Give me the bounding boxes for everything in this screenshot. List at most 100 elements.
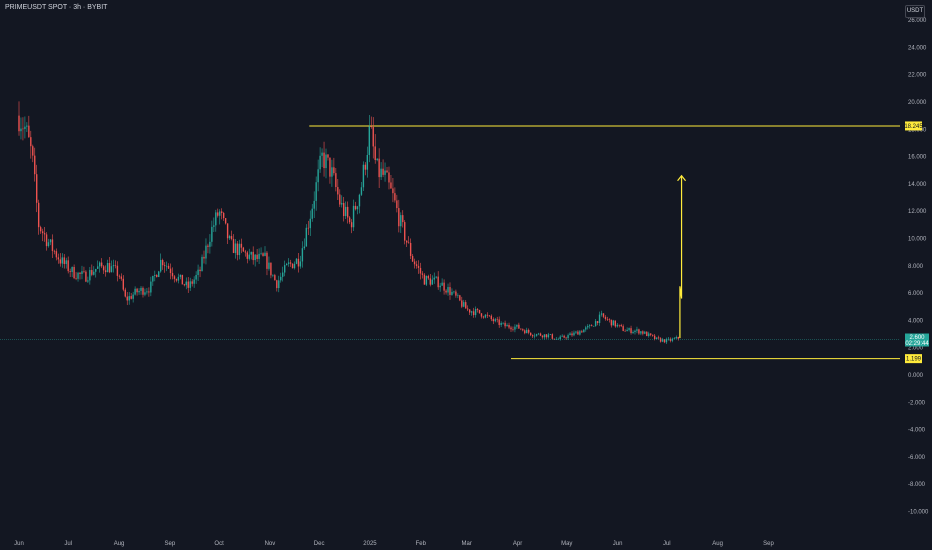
candle	[95, 268, 97, 278]
candle	[626, 327, 628, 332]
candle	[142, 286, 144, 298]
candle	[287, 258, 290, 267]
candle	[317, 159, 319, 192]
candle	[504, 320, 506, 329]
candle	[419, 262, 422, 280]
y-tick-label: 2.000	[908, 346, 924, 352]
candle	[134, 286, 136, 296]
candle	[500, 321, 502, 327]
candle	[87, 276, 89, 284]
candle	[301, 241, 304, 268]
candle	[61, 253, 63, 268]
currency-badge[interactable]: USDT	[905, 5, 925, 18]
candle	[669, 337, 672, 343]
candle	[657, 335, 660, 340]
candle	[102, 265, 105, 275]
candle	[240, 238, 243, 254]
y-tick-label: 6.000	[908, 291, 924, 297]
x-tick-label: Jun	[14, 541, 24, 547]
x-tick-label: Nov	[265, 541, 276, 547]
candle	[303, 238, 306, 250]
candle	[394, 187, 396, 203]
candle	[524, 329, 526, 335]
candle	[173, 275, 176, 283]
candle	[114, 260, 117, 269]
candle	[490, 314, 493, 322]
candle	[65, 257, 67, 269]
candle	[140, 286, 142, 295]
candle	[20, 117, 22, 140]
candle	[526, 327, 528, 334]
candle	[152, 275, 154, 286]
y-tick-label: -4.000	[908, 428, 926, 434]
candle	[112, 259, 115, 273]
candle	[213, 217, 215, 232]
candle	[106, 259, 109, 273]
candle	[217, 208, 219, 218]
candle	[126, 292, 128, 306]
candle	[221, 208, 223, 220]
candle	[398, 199, 400, 233]
x-tick-label: Sep	[165, 541, 176, 547]
candle	[191, 279, 193, 287]
candle	[429, 274, 432, 287]
candle	[197, 264, 199, 281]
candle	[594, 318, 597, 327]
candle	[154, 270, 156, 282]
candle-series	[18, 101, 679, 344]
candle	[541, 335, 544, 339]
x-tick-label: Mar	[462, 541, 472, 547]
candle	[55, 248, 58, 261]
candle	[606, 316, 609, 322]
candle	[622, 324, 624, 332]
candle	[502, 322, 504, 325]
candle	[130, 293, 132, 300]
candle	[537, 332, 540, 336]
candle	[234, 239, 237, 259]
candle	[441, 278, 443, 286]
candle	[482, 315, 485, 319]
candle	[618, 324, 620, 328]
arrow-path[interactable]	[679, 175, 683, 339]
candle	[356, 205, 359, 215]
candle	[667, 337, 670, 341]
candle	[376, 158, 378, 162]
candle	[57, 253, 60, 264]
x-tick-label: 2025	[363, 541, 377, 547]
candle	[508, 322, 510, 330]
candle	[156, 274, 158, 278]
candle	[207, 243, 209, 254]
candle	[158, 270, 160, 278]
candle	[274, 273, 276, 281]
candle	[659, 337, 662, 343]
candle	[226, 223, 229, 245]
y-tick-label: 16.000	[908, 155, 927, 161]
candle	[89, 267, 91, 285]
candle	[343, 196, 345, 222]
candle	[620, 323, 622, 328]
candle	[193, 276, 195, 288]
x-tick-label: Aug	[712, 541, 723, 547]
candle	[272, 274, 274, 278]
y-tick-label: 22.000	[908, 73, 927, 79]
candle	[266, 250, 268, 276]
y-tick-label: 10.000	[908, 237, 927, 243]
candle	[219, 209, 221, 225]
candle	[453, 290, 455, 294]
candle	[459, 294, 461, 302]
candle	[494, 317, 496, 323]
candle	[39, 225, 42, 234]
candle	[175, 278, 178, 283]
candle	[610, 319, 613, 328]
candle	[581, 329, 583, 333]
candle	[167, 263, 170, 269]
candle	[506, 323, 508, 327]
candle	[49, 239, 52, 246]
candle	[195, 271, 197, 284]
candle	[498, 316, 500, 328]
x-tick-label: May	[561, 541, 572, 547]
candle	[98, 261, 101, 273]
candle	[116, 261, 119, 282]
